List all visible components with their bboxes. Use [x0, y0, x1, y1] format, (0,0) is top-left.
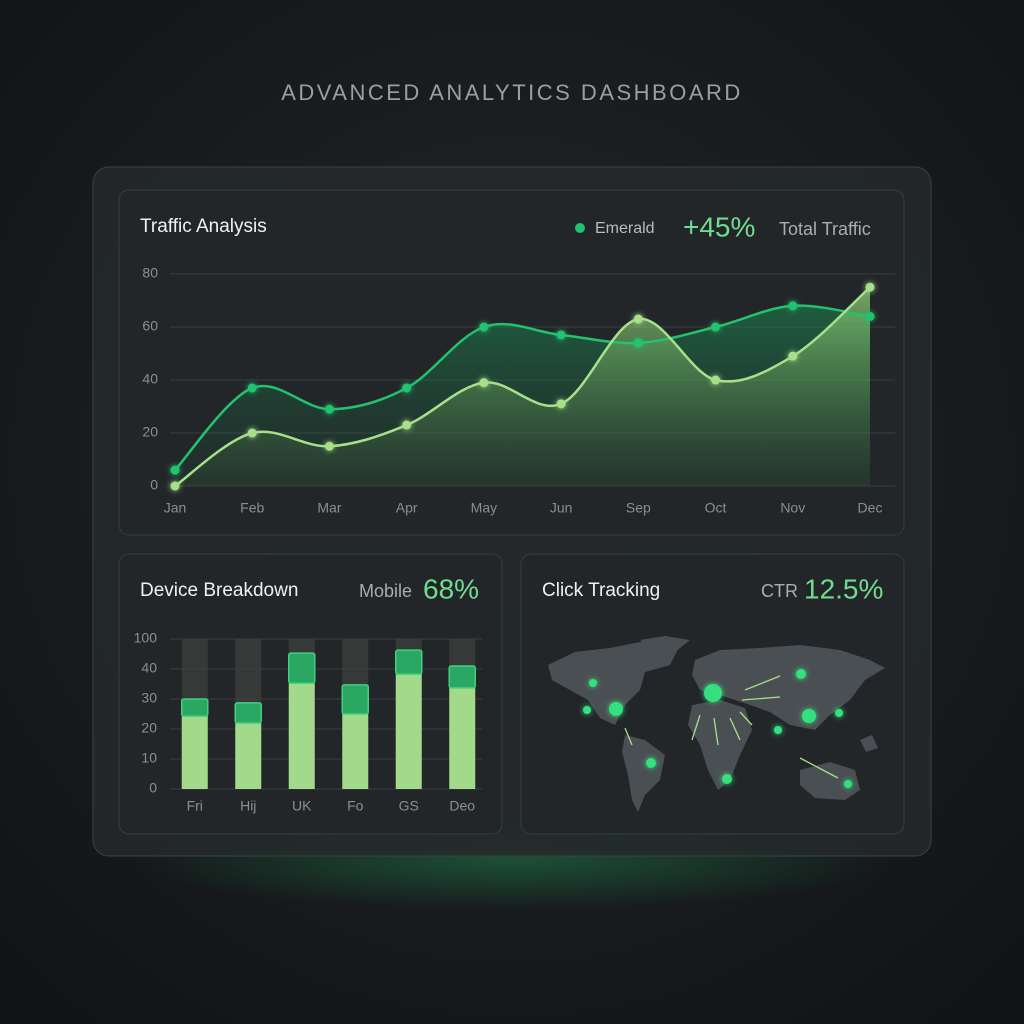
y-tick-label: 20: [141, 720, 157, 736]
bar: [449, 687, 476, 789]
x-tick-label: Dec: [858, 500, 883, 516]
point: [711, 322, 721, 332]
x-tick-label: Apr: [396, 500, 418, 516]
kpi-label: CTR: [761, 581, 798, 601]
y-tick-label: 60: [142, 318, 158, 334]
point: [479, 378, 489, 388]
y-tick-label: 0: [150, 477, 158, 493]
bar: [288, 652, 316, 684]
point: [170, 465, 180, 475]
point: [788, 351, 798, 361]
bar: [181, 698, 209, 717]
click-points: [583, 669, 852, 788]
panel-title: Click Tracking: [542, 580, 660, 601]
point: [711, 375, 721, 385]
point: [247, 383, 257, 393]
kpi-value: +45%: [683, 211, 755, 242]
point: [324, 404, 334, 414]
point: [170, 481, 180, 491]
x-tick-label: Jan: [164, 500, 187, 516]
legend-label: Emerald: [595, 220, 655, 237]
bar: [395, 674, 422, 789]
area: [175, 287, 870, 486]
y-tick-label: 40: [141, 660, 157, 676]
x-tick-label: Jun: [550, 500, 573, 516]
x-tick-label: UK: [292, 798, 312, 814]
x-tick-label: Sep: [626, 500, 651, 516]
x-tick-label: Fri: [187, 798, 203, 814]
legend-swatch: [575, 223, 585, 233]
bar: [448, 665, 476, 689]
kpi-value: 68%: [423, 573, 479, 604]
point: [865, 311, 875, 321]
point: [247, 428, 257, 438]
panel-title: Traffic Analysis: [140, 216, 267, 237]
line: [174, 304, 871, 471]
bar: [235, 723, 262, 789]
bar: [181, 716, 208, 789]
x-tick-label: Oct: [705, 500, 727, 516]
y-tick-label: 10: [141, 750, 157, 766]
kpi-label: Total Traffic: [779, 219, 871, 239]
point: [324, 441, 334, 451]
click-arrows: [624, 675, 839, 779]
x-tick-label: Fo: [347, 798, 364, 814]
y-tick-label: 80: [142, 265, 158, 281]
y-tick-label: 100: [134, 630, 158, 646]
point: [633, 314, 643, 324]
x-tick-label: Nov: [780, 500, 805, 516]
x-tick-label: Deo: [449, 798, 475, 814]
line: [174, 286, 871, 488]
point: [788, 301, 798, 311]
x-tick-label: May: [471, 500, 497, 516]
x-tick-label: Feb: [240, 500, 264, 516]
bar: [288, 683, 315, 789]
bar: [234, 702, 262, 724]
point: [556, 399, 566, 409]
x-tick-label: Mar: [317, 500, 341, 516]
y-tick-label: 40: [142, 371, 158, 387]
point: [556, 330, 566, 340]
kpi-label: Mobile: [359, 581, 412, 601]
y-tick-label: 20: [142, 424, 158, 440]
kpi-value: 12.5%: [804, 573, 883, 604]
point: [402, 420, 412, 430]
x-tick-label: GS: [399, 798, 419, 814]
bar: [395, 649, 423, 675]
point: [402, 383, 412, 393]
point: [479, 322, 489, 332]
y-tick-label: 30: [141, 690, 157, 706]
page-title: ADVANCED ANALYTICS DASHBOARD: [281, 80, 743, 105]
point: [633, 338, 643, 348]
world-map: [548, 636, 885, 812]
y-tick-label: 0: [149, 780, 157, 796]
x-tick-label: Hij: [240, 798, 256, 814]
bar: [341, 684, 369, 715]
point: [865, 282, 875, 292]
panel-title: Device Breakdown: [140, 580, 298, 601]
bar: [342, 714, 369, 789]
